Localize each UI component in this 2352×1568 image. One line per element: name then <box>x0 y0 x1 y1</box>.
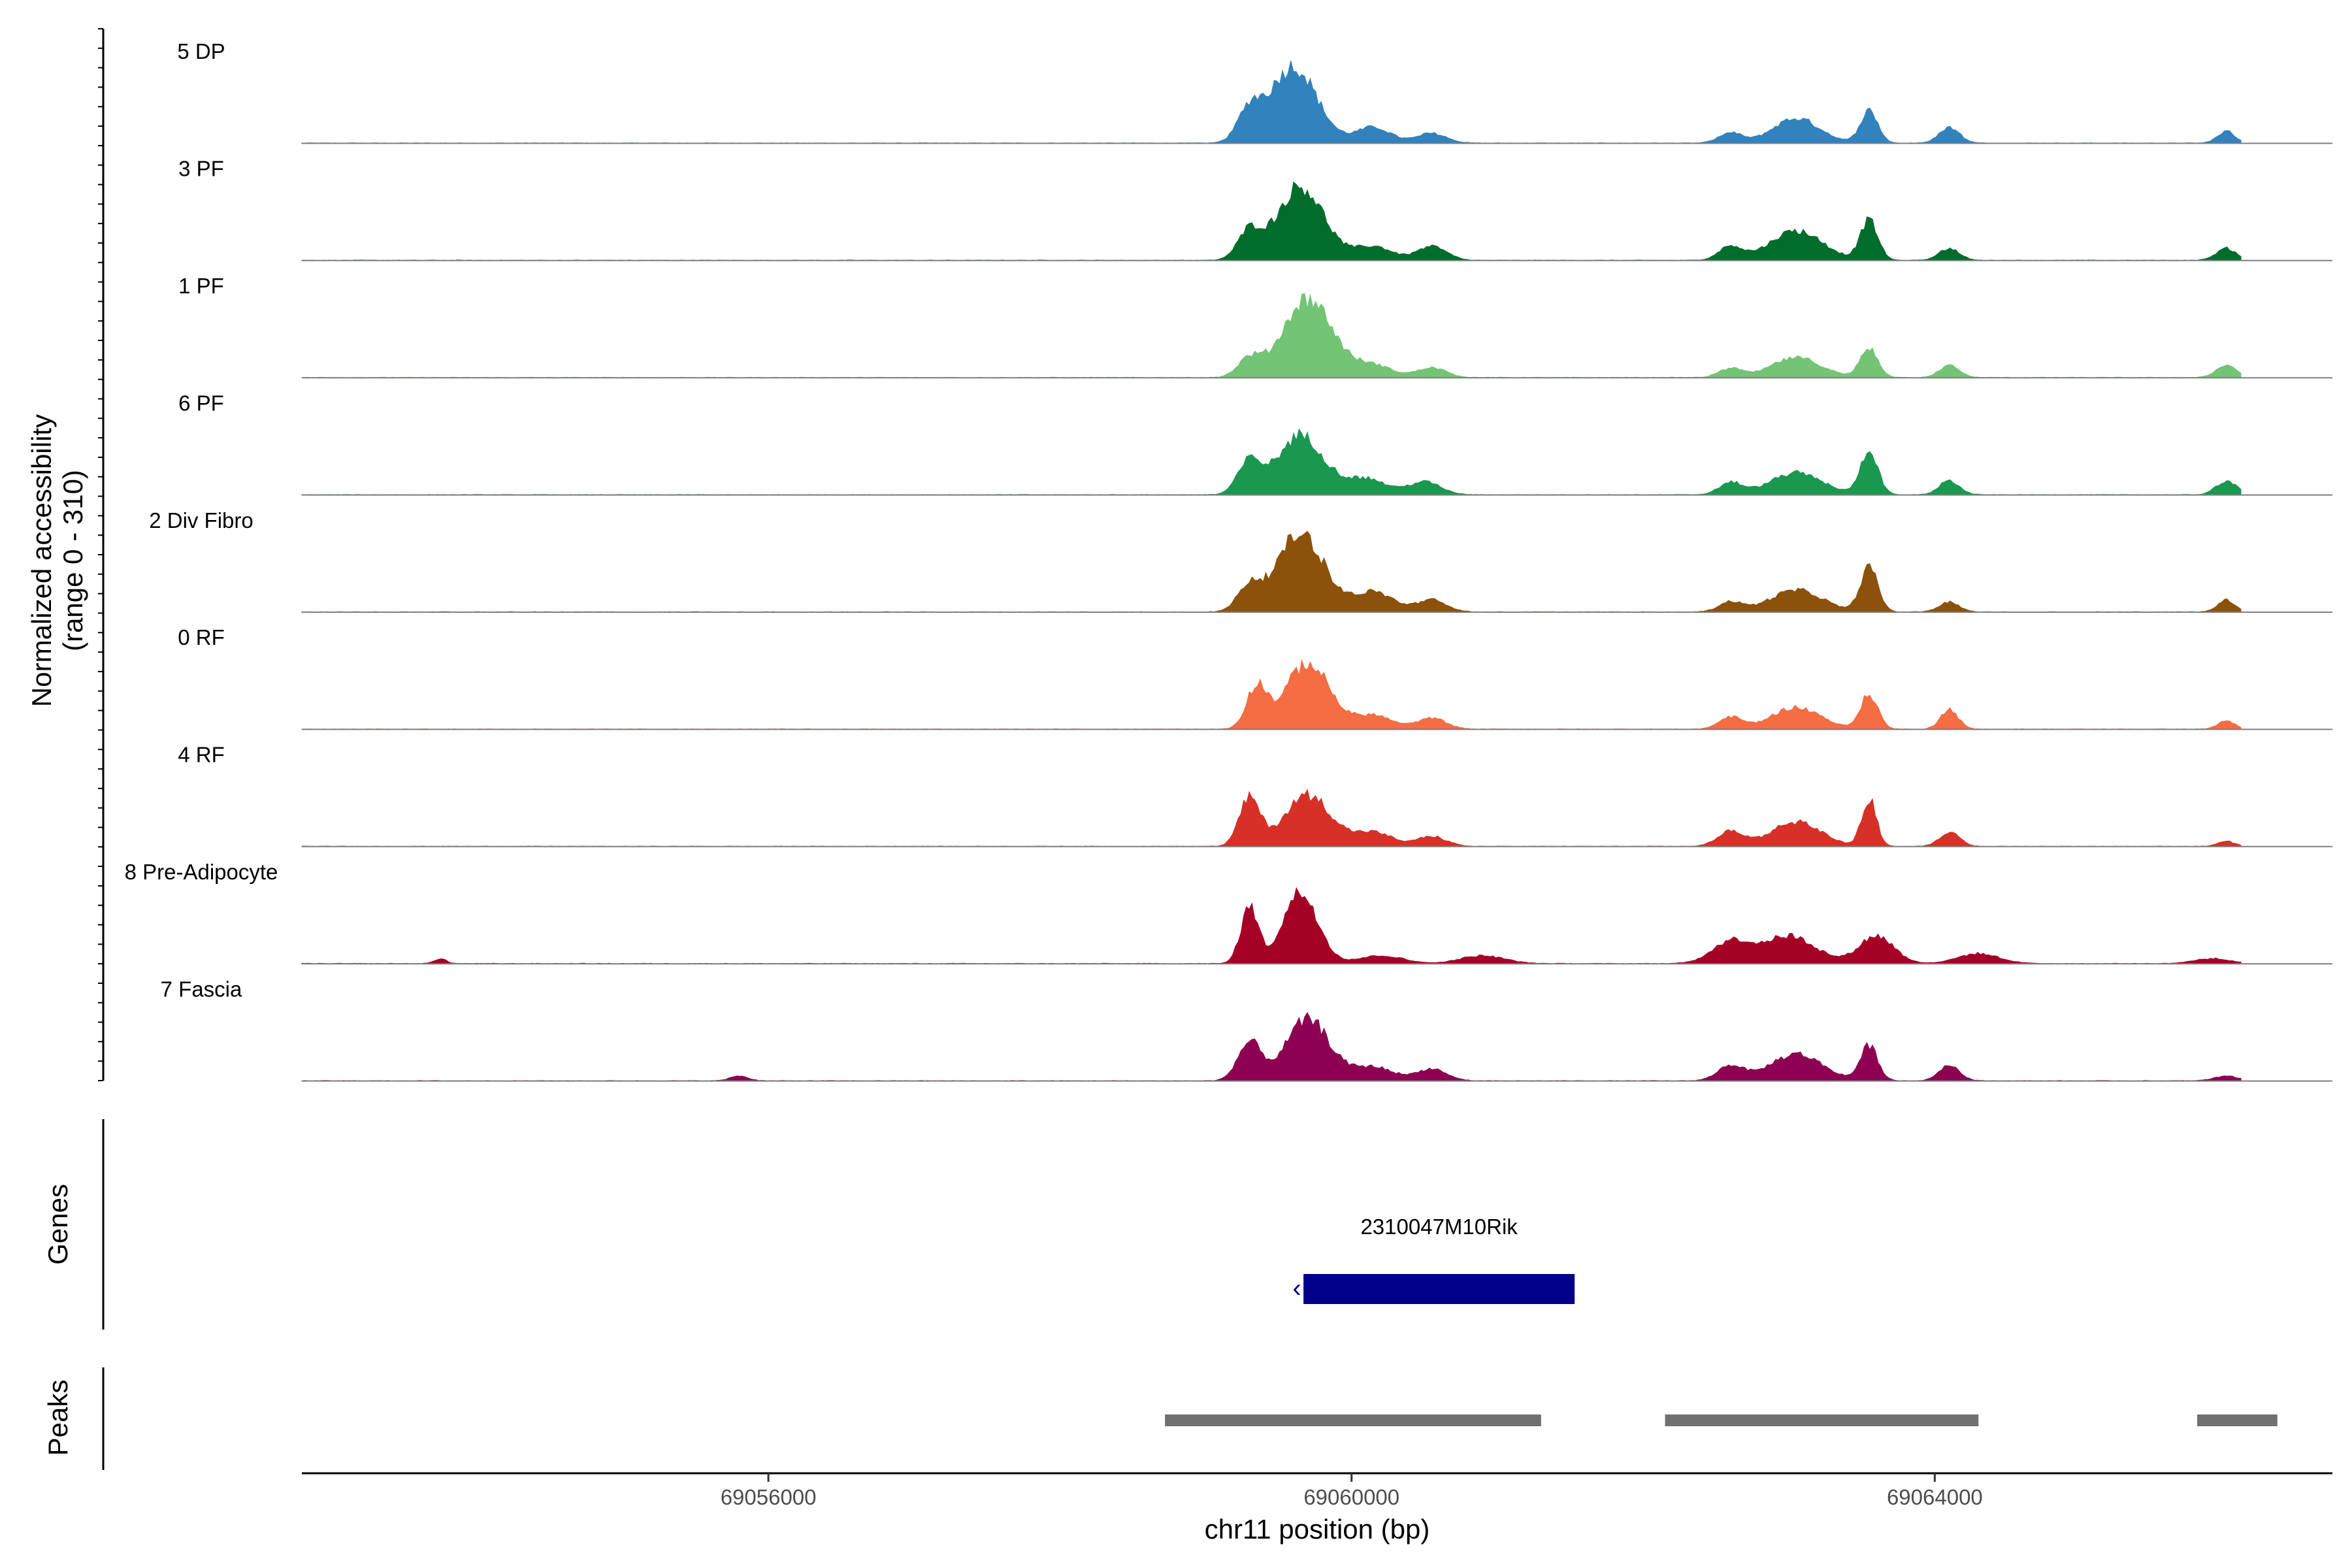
gene-strand-arrow: ‹ <box>1292 1274 1301 1303</box>
track-5-dp: 5 DP <box>177 39 2332 144</box>
y-axis-subtitle: (range 0 - 310) <box>57 470 88 651</box>
coverage-area <box>301 887 2242 964</box>
y-axis-title: Normalized accessibility <box>26 414 57 707</box>
track-label: 6 PF <box>178 391 224 415</box>
coverage-area <box>301 1011 2242 1082</box>
track-6-pf: 6 PF <box>178 391 2332 496</box>
track-label: 7 Fascia <box>161 977 242 1001</box>
track-label: 8 Pre-Adipocyte <box>125 860 278 884</box>
peak-bar <box>1165 1414 1541 1426</box>
coverage-area <box>301 789 2242 847</box>
genes-track: ‹ 2310047M10Rik <box>1292 1215 1575 1304</box>
track-label: 2 Div Fibro <box>149 508 253 532</box>
peaks-title: Peaks <box>42 1380 73 1456</box>
track-label: 5 DP <box>177 39 225 63</box>
track-label: 4 RF <box>178 743 225 767</box>
track-label: 0 RF <box>178 625 225 649</box>
track-label: 1 PF <box>178 274 224 298</box>
coverage-area <box>301 659 2242 730</box>
coverage-area <box>301 60 2242 144</box>
genes-title: Genes <box>42 1184 73 1265</box>
x-tick-label: 69056000 <box>721 1485 817 1509</box>
peaks-track <box>1165 1414 2278 1426</box>
gene-label: 2310047M10Rik <box>1360 1215 1518 1239</box>
coverage-area <box>301 293 2242 378</box>
track-7-fascia: 7 Fascia <box>161 977 2332 1082</box>
track-3-pf: 3 PF <box>178 157 2332 261</box>
y-axis <box>98 28 105 1081</box>
coverage-area <box>301 531 2242 613</box>
coverage-area <box>301 428 2242 496</box>
x-axis-ticks: 69056000 69060000 69064000 <box>721 1473 1983 1509</box>
gene-body <box>1303 1274 1575 1304</box>
track-2-div-fibro: 2 Div Fibro <box>149 508 2332 613</box>
track-4-rf: 4 RF <box>178 743 2332 847</box>
x-tick-label: 69060000 <box>1303 1485 1399 1509</box>
peak-bar <box>1665 1414 1979 1426</box>
peak-bar <box>2197 1414 2278 1426</box>
track-1-pf: 1 PF <box>178 274 2332 379</box>
track-label: 3 PF <box>178 157 224 181</box>
coverage-area <box>301 181 2242 261</box>
x-tick-label: 69064000 <box>1887 1485 1983 1509</box>
track-0-rf: 0 RF <box>178 625 2332 730</box>
x-axis-title: chr11 position (bp) <box>1205 1514 1430 1544</box>
track-8-pre-adipocyte: 8 Pre-Adipocyte <box>125 860 2332 965</box>
coverage-tracks: 5 DP 3 PF 1 PF 6 PF 2 Div Fibro 0 RF 4 RF 8 Pre… <box>125 39 2332 1082</box>
